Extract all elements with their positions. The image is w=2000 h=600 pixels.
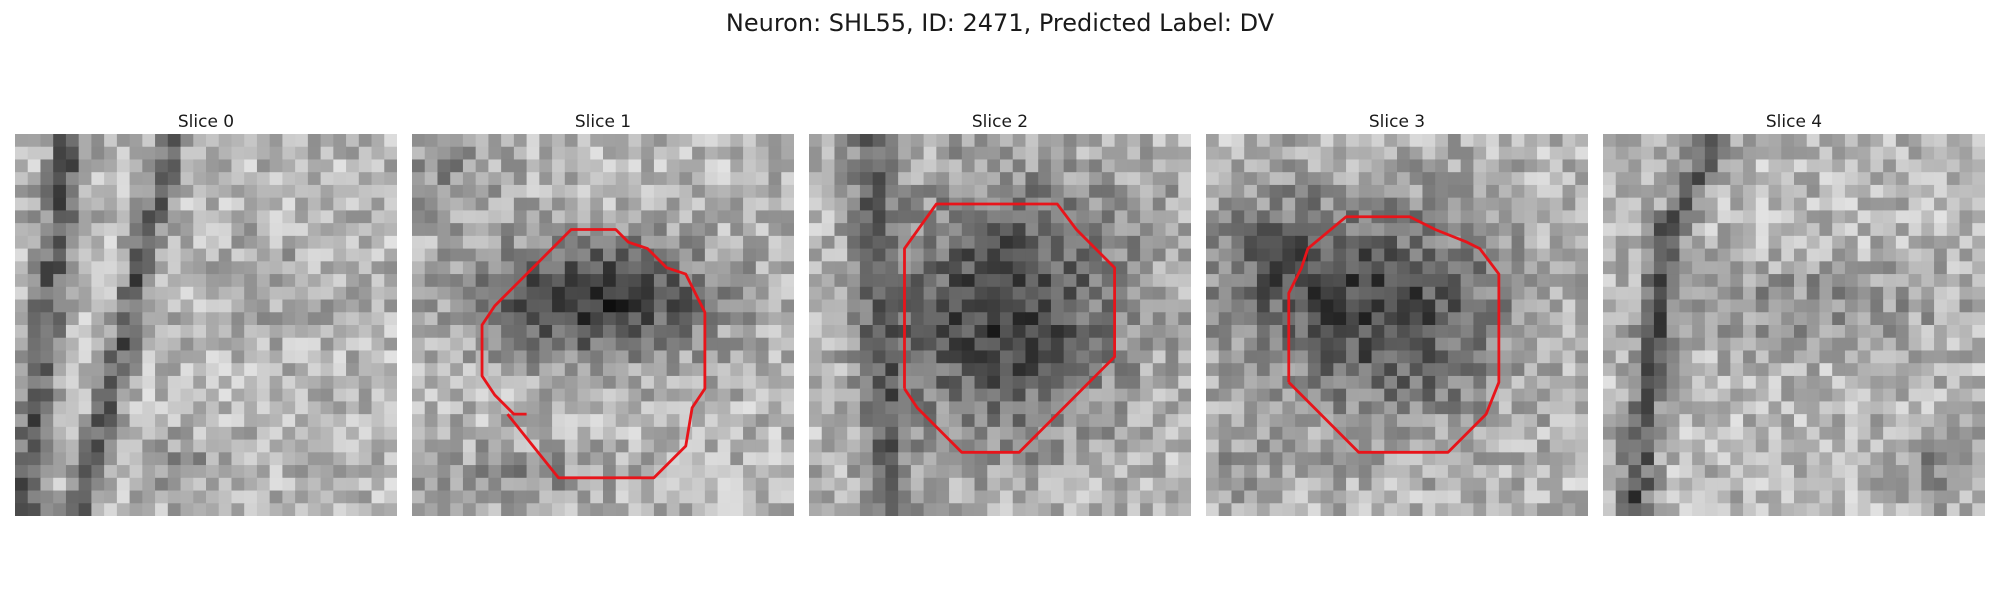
slice-image-4 [1603,134,1985,516]
slice-title-4: Slice 4 [1765,112,1823,132]
neuron-contour [480,228,707,480]
slice-panel-1: Slice 1 [412,110,794,516]
slice-panel-2: Slice 2 [809,110,1191,516]
slice-image-3 [1206,134,1588,516]
slice-image-1 [412,134,794,516]
slice-panel-4: Slice 4 [1603,110,1985,516]
slice-title-0: Slice 0 [177,112,235,132]
figure-title: Neuron: SHL55, ID: 2471, Predicted Label… [725,9,1275,37]
slice-image-2 [809,134,1191,516]
slice-panel-3: Slice 3 [1206,110,1588,516]
slice-panel-0: Slice 0 [15,110,397,516]
slice-title-2: Slice 2 [971,112,1029,132]
slice-title-1: Slice 1 [574,112,632,132]
neuron-contour [1287,215,1501,454]
slice-title-3: Slice 3 [1368,112,1426,132]
neuron-contour [903,202,1117,454]
slice-image-0 [15,134,397,516]
